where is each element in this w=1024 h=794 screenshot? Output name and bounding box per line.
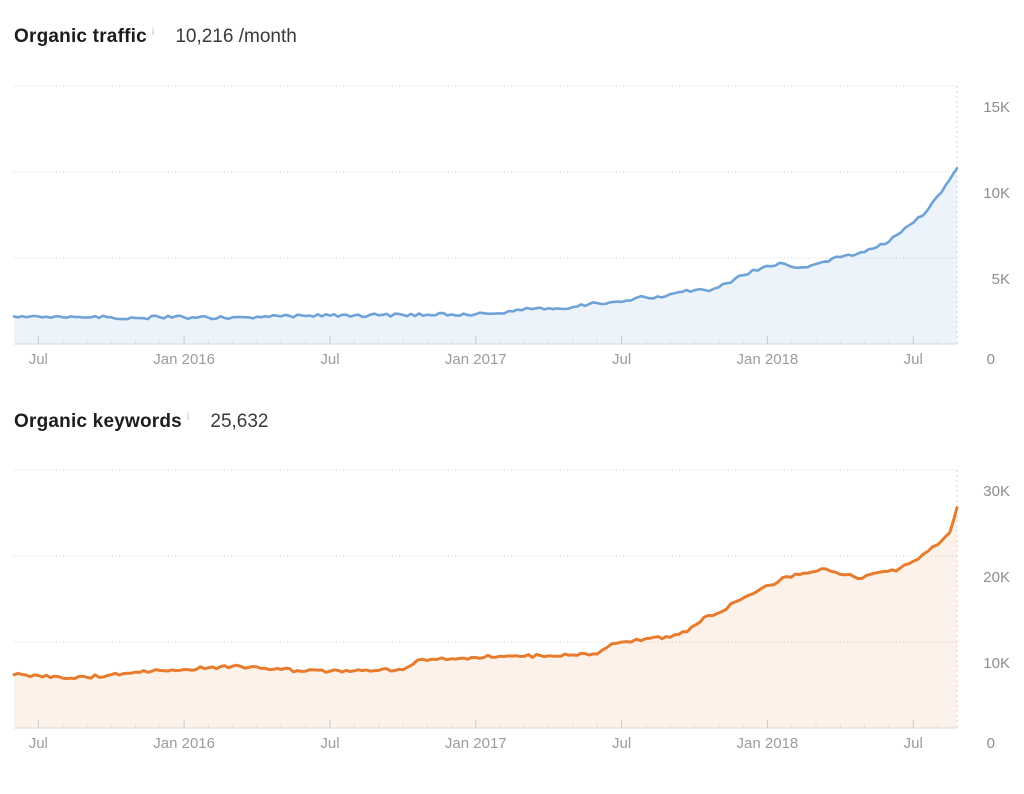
organic-traffic-title: Organic traffic — [14, 26, 147, 47]
x-tick-label: Jan 2017 — [445, 351, 507, 368]
x-tick-label: Jul — [320, 735, 339, 752]
info-icon[interactable]: i — [151, 26, 155, 38]
x-tick-label: Jul — [29, 351, 48, 368]
y-tick-label-zero: 0 — [987, 351, 995, 368]
x-tick-label: Jul — [904, 735, 923, 752]
organic-keywords-header: Organic keywords i 25,632 — [14, 411, 269, 433]
x-tick-label: Jul — [612, 351, 631, 368]
organic-traffic-line[interactable] — [12, 167, 959, 321]
x-tick-label: Jan 2018 — [737, 735, 799, 752]
organic-traffic-area[interactable] — [14, 168, 957, 344]
organic-keywords-chart: Jul Jan 2016 Jul Jan 2017 Jul Jan 2018 Jul 0 10K… — [12, 469, 1010, 752]
x-tick-label: Jan 2018 — [737, 351, 799, 368]
info-icon[interactable]: i — [186, 411, 190, 423]
x-tick-label: Jul — [320, 351, 339, 368]
organic-traffic-value: 10,216 /month — [175, 26, 297, 47]
y-tick-label: 30K — [983, 483, 1010, 500]
x-tick-label: Jul — [904, 351, 923, 368]
y-tick-label: 15K — [983, 99, 1010, 116]
y-tick-label: 20K — [983, 569, 1010, 586]
organic-keywords-area[interactable] — [14, 507, 957, 728]
organic-traffic-chart: Jul Jan 2016 Jul Jan 2017 Jul Jan 2018 Jul 0 5K 1… — [12, 85, 1010, 368]
y-tick-label: 10K — [983, 655, 1010, 672]
organic-traffic-header: Organic traffic i 10,216 /month — [14, 26, 297, 48]
x-tick-label: Jul — [29, 735, 48, 752]
x-tick-label: Jul — [612, 735, 631, 752]
x-tick-label: Jan 2016 — [153, 351, 215, 368]
y-tick-label: 5K — [992, 271, 1010, 288]
x-tick-label: Jan 2017 — [445, 735, 507, 752]
organic-keywords-line[interactable] — [12, 506, 959, 681]
x-tick-label: Jan 2016 — [153, 735, 215, 752]
organic-keywords-value: 25,632 — [210, 411, 269, 432]
y-tick-label-zero: 0 — [987, 735, 995, 752]
y-tick-label: 10K — [983, 185, 1010, 202]
organic-keywords-title: Organic keywords — [14, 411, 182, 432]
